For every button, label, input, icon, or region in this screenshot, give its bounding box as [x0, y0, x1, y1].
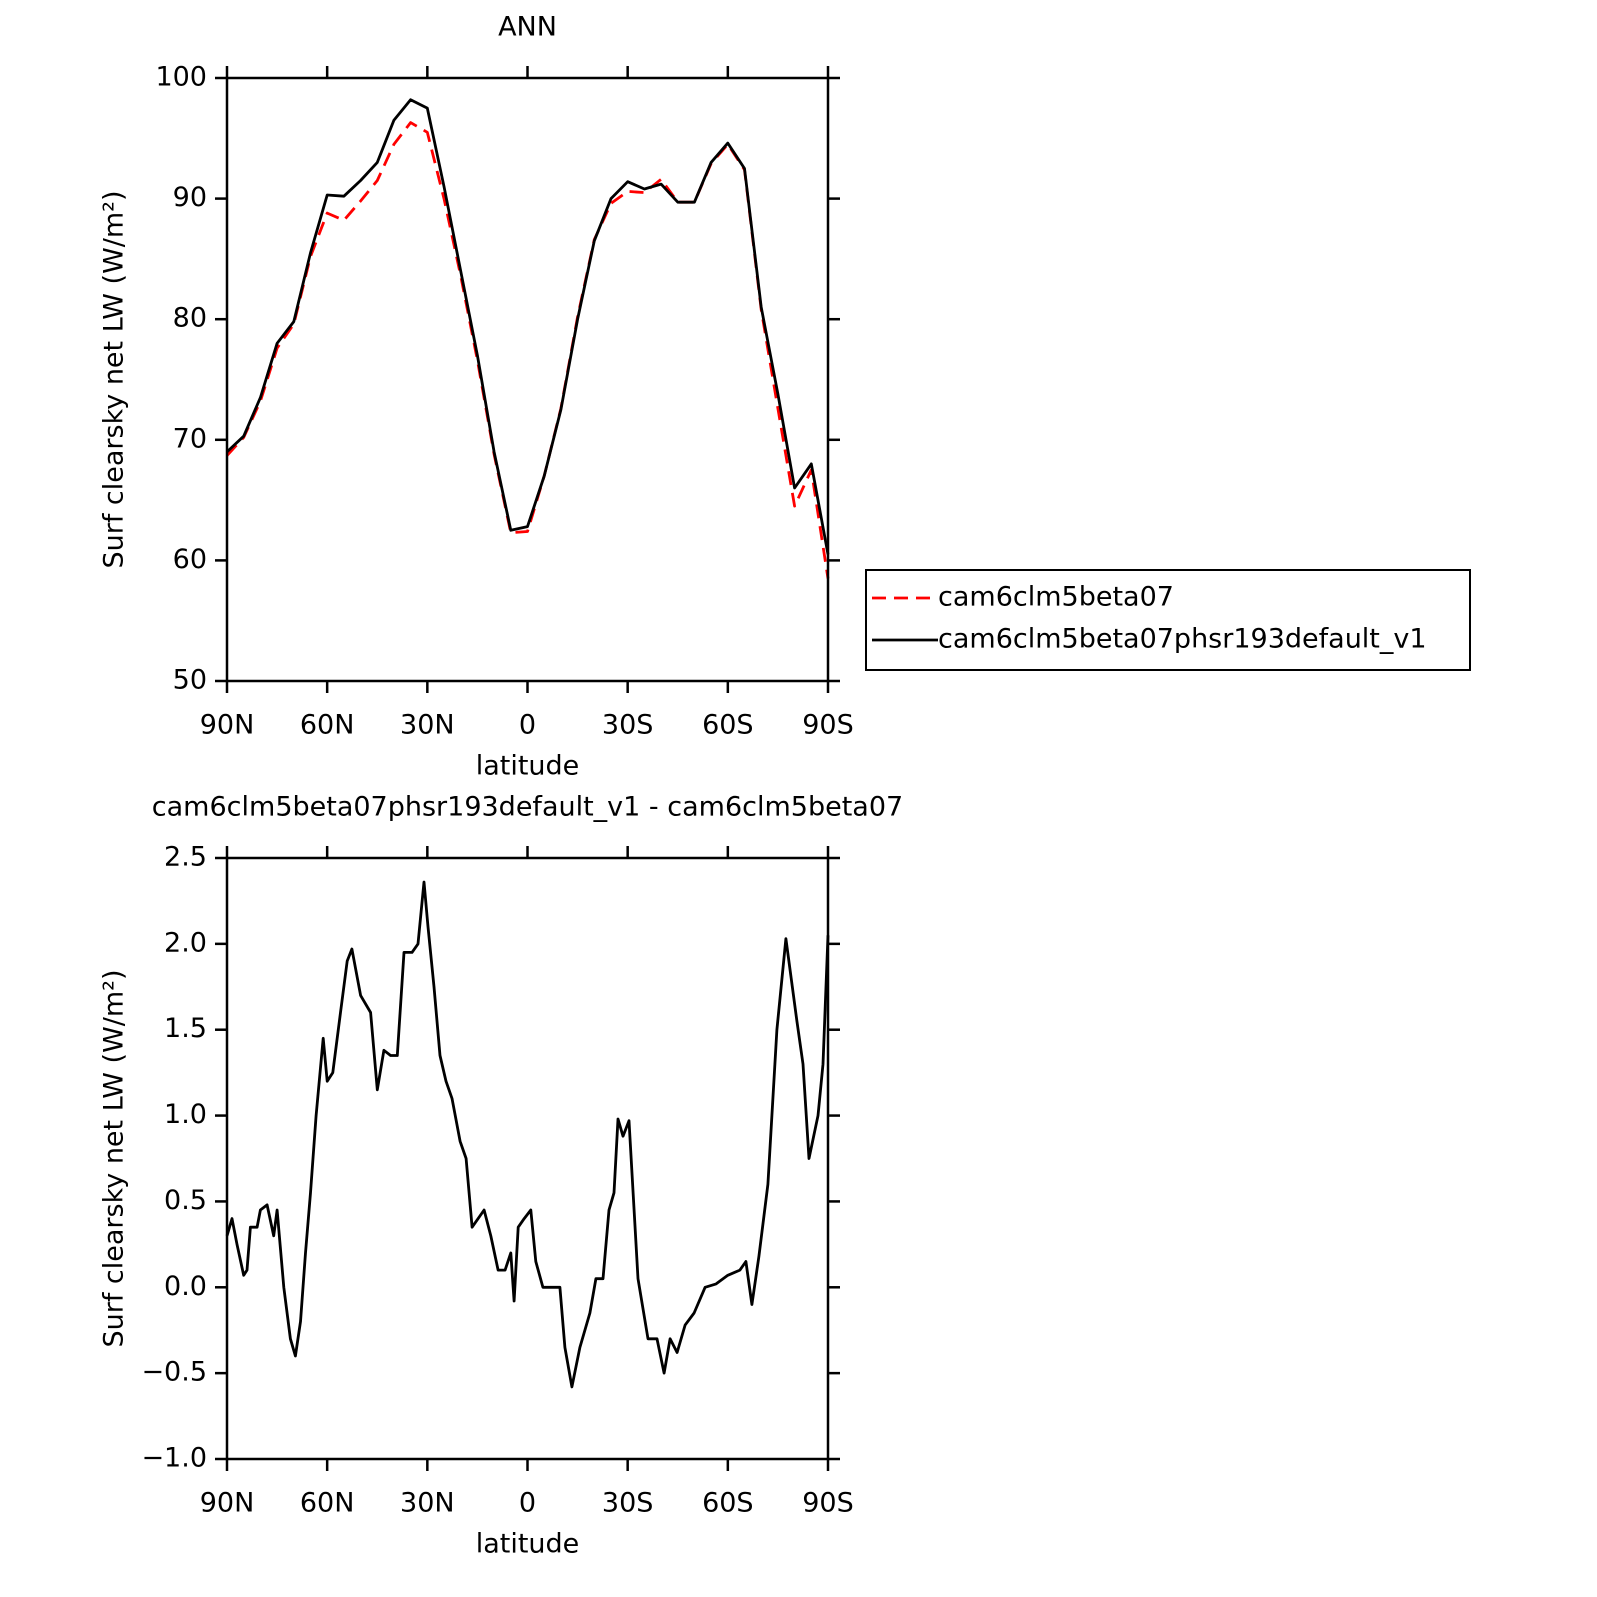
y-tick-label: 80	[173, 303, 207, 334]
x-tick-label: 30N	[400, 710, 455, 741]
x-tick-label: 60N	[300, 710, 355, 741]
x-axis-label: latitude	[476, 751, 580, 782]
y-tick-label: −1.0	[141, 1443, 207, 1474]
y-tick-label: −0.5	[141, 1357, 207, 1388]
y-tick-label: 1.5	[164, 1013, 207, 1044]
x-tick-label: 30S	[602, 1488, 654, 1519]
chart-title: ANN	[498, 12, 557, 43]
x-tick-label: 90N	[200, 710, 255, 741]
x-tick-label: 30S	[602, 710, 654, 741]
data-line	[225, 880, 830, 1389]
x-tick-label: 0	[519, 710, 536, 741]
x-tick-label: 90S	[802, 1488, 854, 1519]
y-tick-label: 1.0	[164, 1099, 207, 1130]
y-axis-label: Surf clearsky net LW (W/m²)	[99, 969, 130, 1347]
y-tick-label: 0.0	[164, 1271, 207, 1302]
y-tick-label: 90	[173, 182, 207, 213]
x-tick-label: 30N	[400, 1488, 455, 1519]
data-line	[226, 98, 830, 555]
y-tick-label: 70	[173, 423, 207, 454]
plot-frame	[225, 856, 830, 1461]
legend-label: cam6clm5beta07	[938, 582, 1174, 613]
y-tick-label: 2.5	[164, 842, 207, 873]
y-axis-label: Surf clearsky net LW (W/m²)	[99, 190, 130, 568]
data-line	[225, 121, 830, 579]
plot-frame	[225, 76, 830, 683]
y-tick-label: 50	[173, 665, 207, 696]
x-axis-label: latitude	[476, 1529, 580, 1560]
legend-box	[865, 569, 1471, 671]
y-tick-label: 2.0	[164, 927, 207, 958]
x-tick-label: 90N	[200, 1488, 255, 1519]
legend-label: cam6clm5beta07phsr193default_v1	[938, 624, 1427, 655]
x-tick-label: 0	[519, 1488, 536, 1519]
x-tick-label: 90S	[802, 710, 854, 741]
y-tick-label: 100	[155, 62, 207, 93]
y-tick-label: 0.5	[164, 1185, 207, 1216]
x-tick-label: 60N	[300, 1488, 355, 1519]
x-tick-label: 60S	[702, 710, 754, 741]
chart-title: cam6clm5beta07phsr193default_v1 - cam6cl…	[152, 792, 903, 823]
y-tick-label: 60	[173, 544, 207, 575]
x-tick-label: 60S	[702, 1488, 754, 1519]
